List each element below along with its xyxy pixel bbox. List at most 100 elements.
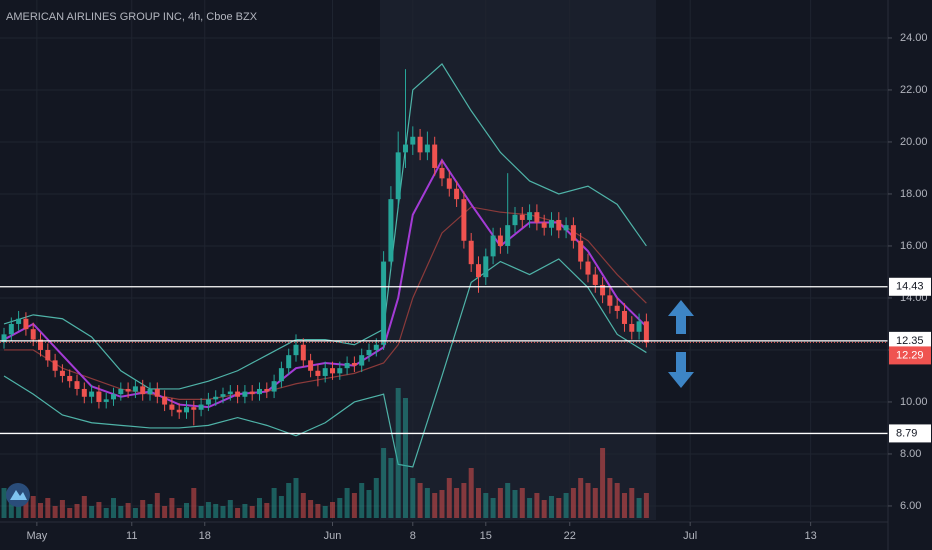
candle-body bbox=[417, 136, 423, 153]
volume-bar bbox=[578, 478, 584, 518]
y-tick-label: 10.00 bbox=[900, 396, 928, 408]
candle-body bbox=[548, 219, 554, 228]
volume-bar bbox=[563, 493, 569, 518]
candle-body bbox=[468, 240, 474, 265]
y-tick-label: 6.00 bbox=[900, 500, 921, 512]
y-tick-label: 24.00 bbox=[900, 32, 928, 44]
candle-body bbox=[607, 295, 613, 306]
volume-bar bbox=[600, 448, 606, 518]
candle-body bbox=[162, 396, 168, 405]
volume-bar bbox=[432, 493, 438, 518]
volume-bar bbox=[541, 500, 547, 518]
candle-body bbox=[351, 362, 357, 366]
volume-bar bbox=[169, 498, 175, 518]
candle-body bbox=[8, 323, 14, 335]
volume-bar bbox=[278, 496, 284, 518]
volume-bar bbox=[59, 500, 65, 518]
volume-bar bbox=[570, 488, 576, 518]
volume-bar bbox=[366, 490, 372, 518]
y-tick-label: 8.00 bbox=[900, 448, 921, 460]
x-tick-label: 22 bbox=[564, 530, 576, 542]
x-tick-label: 8 bbox=[410, 530, 416, 542]
volume-bar bbox=[89, 506, 95, 518]
volume-bar bbox=[351, 493, 357, 518]
volume-bar bbox=[227, 500, 233, 518]
volume-bar bbox=[468, 468, 474, 518]
candle-body bbox=[30, 329, 36, 340]
x-tick-label: May bbox=[26, 530, 47, 542]
y-tick-label: 22.00 bbox=[900, 84, 928, 96]
candle-body bbox=[614, 305, 620, 311]
volume-bar bbox=[198, 506, 204, 518]
candle-body bbox=[578, 240, 584, 262]
candle-body bbox=[198, 404, 204, 410]
candle-body bbox=[184, 407, 190, 413]
volume-bar bbox=[271, 488, 277, 518]
candle-body bbox=[205, 399, 211, 405]
candle-body bbox=[475, 264, 481, 278]
candle-body bbox=[643, 321, 649, 343]
volume-bar bbox=[205, 502, 211, 518]
candle-body bbox=[67, 375, 73, 382]
volume-bar bbox=[184, 503, 190, 518]
candle-body bbox=[140, 386, 146, 395]
volume-bar bbox=[315, 504, 321, 518]
volume-bar bbox=[439, 490, 445, 518]
level-label-box bbox=[889, 277, 931, 296]
candle-body bbox=[103, 399, 109, 402]
x-tick-label: 18 bbox=[199, 530, 211, 542]
candle-body bbox=[636, 321, 642, 332]
volume-bar bbox=[527, 498, 533, 518]
candle-body bbox=[344, 362, 350, 369]
volume-bar bbox=[483, 493, 489, 518]
x-tick-label: Jun bbox=[324, 530, 342, 542]
candle-body bbox=[191, 407, 197, 410]
candle-body bbox=[410, 136, 416, 145]
candle-body bbox=[1, 334, 7, 343]
candle-body bbox=[359, 355, 365, 366]
volume-bar bbox=[23, 500, 29, 518]
volume-bar bbox=[45, 498, 51, 518]
volume-bar bbox=[74, 504, 80, 518]
volume-bar bbox=[534, 493, 540, 518]
candle-body bbox=[621, 310, 627, 324]
y-tick-label: 18.00 bbox=[900, 188, 928, 200]
candle-body bbox=[242, 391, 248, 397]
volume-bar bbox=[154, 493, 160, 518]
candle-body bbox=[497, 235, 503, 246]
candle-body bbox=[570, 225, 576, 241]
candle-body bbox=[490, 235, 496, 257]
candle-body bbox=[38, 339, 44, 350]
volume-bar bbox=[329, 502, 335, 518]
volume-bar bbox=[497, 488, 503, 518]
volume-bar bbox=[446, 478, 452, 518]
volume-bar bbox=[242, 504, 248, 518]
volume-bar bbox=[118, 506, 124, 518]
level-label-box bbox=[889, 424, 931, 443]
volume-bar bbox=[67, 508, 73, 518]
candle-body bbox=[45, 349, 51, 361]
candle-body bbox=[592, 274, 598, 285]
candle-body bbox=[512, 214, 518, 226]
candle-body bbox=[52, 360, 58, 371]
arrows bbox=[668, 300, 694, 388]
candle-body bbox=[556, 219, 562, 231]
candle-body bbox=[337, 368, 343, 374]
volume-bar bbox=[8, 498, 14, 518]
candle-body bbox=[257, 388, 263, 395]
candles bbox=[1, 69, 649, 426]
candle-body bbox=[402, 144, 408, 153]
candle-body bbox=[454, 188, 460, 200]
volume bbox=[1, 388, 649, 518]
volume-bar bbox=[461, 483, 467, 518]
volume-bar bbox=[140, 500, 146, 518]
candle-body bbox=[329, 368, 335, 374]
chart-title: AMERICAN AIRLINES GROUP INC, 4h, Cboe BZ… bbox=[6, 11, 258, 23]
candle-body bbox=[519, 214, 525, 220]
volume-bar bbox=[300, 493, 306, 518]
indicator-line bbox=[3, 258, 647, 468]
volume-bar bbox=[147, 504, 153, 518]
candle-body bbox=[629, 323, 635, 332]
volume-bar bbox=[636, 498, 642, 518]
candle-body bbox=[96, 391, 102, 402]
